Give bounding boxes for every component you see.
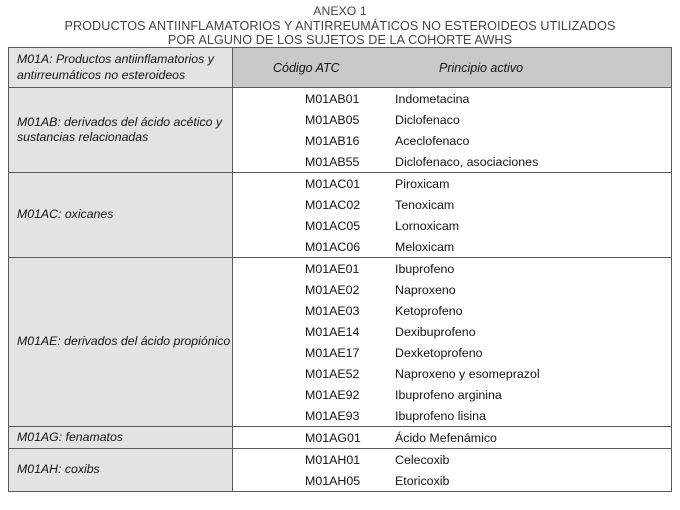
cell-atc-code: M01AB01 xyxy=(305,91,360,106)
cell-atc-code: M01AB16 xyxy=(305,133,360,148)
group-category-label: M01AG: fenamatos xyxy=(9,427,233,449)
table-row: M01AH05 Etoricoxib xyxy=(233,470,671,491)
cell-atc-code: M01AC02 xyxy=(305,197,361,212)
table-group: M01AH: coxibs M01AH01 Celecoxib M01AH05 Etor… xyxy=(9,448,671,492)
table-row: M01AE17 Dexketoprofeno xyxy=(233,342,671,363)
group-rows: M01AE01 Ibuprofeno M01AE02 Naproxeno M01AE03… xyxy=(233,258,671,427)
cell-atc-code: M01AH01 xyxy=(305,452,361,467)
table-row: M01AE52 Naproxeno y esomeprazol xyxy=(233,363,671,384)
cell-active-substance: Ketoprofeno xyxy=(395,303,463,318)
cell-atc-code: M01AH05 xyxy=(305,473,361,488)
cell-active-substance: Meloxicam xyxy=(395,239,455,254)
group-rows: M01AB01 Indometacina M01AB05 Diclofenaco M01… xyxy=(233,88,671,173)
cell-active-substance: Piroxicam xyxy=(395,176,450,191)
cell-atc-code: M01AB55 xyxy=(305,154,360,169)
cell-atc-code: M01AG01 xyxy=(305,430,361,445)
cell-active-substance: Etoricoxib xyxy=(395,473,450,488)
cell-atc-code: M01AC01 xyxy=(305,176,361,191)
table-body: M01AB: derivados del ácido acético y sus… xyxy=(9,88,671,492)
table-row: M01AC05 Lornoxicam xyxy=(233,215,671,236)
cell-active-substance: Naproxeno y esomeprazol xyxy=(395,366,540,381)
group-category-label: M01AE: derivados del ácido propiónico xyxy=(9,258,233,427)
table-row: M01AE01 Ibuprofeno xyxy=(233,258,671,279)
table-group: M01AG: fenamatos M01AG01 Ácido Mefenámico xyxy=(9,426,671,449)
cell-active-substance: Naproxeno xyxy=(395,282,456,297)
table-row: M01AB05 Diclofenaco xyxy=(233,109,671,130)
cell-active-substance: Ácido Mefenámico xyxy=(395,430,497,445)
group-rows: M01AC01 Piroxicam M01AC02 Tenoxicam M01AC05 L… xyxy=(233,173,671,258)
cell-active-substance: Ibuprofeno lisina xyxy=(395,408,486,423)
group-category-label: M01AB: derivados del ácido acético y sus… xyxy=(9,88,233,173)
title-line-annex: ANEXO 1 xyxy=(313,4,367,18)
page-title: ANEXO 1 PRODUCTOS ANTIINFLAMATORIOS Y AN… xyxy=(0,0,680,48)
cell-atc-code: M01AE01 xyxy=(305,261,360,276)
cell-active-substance: Dexketoprofeno xyxy=(395,345,483,360)
cell-atc-code: M01AC05 xyxy=(305,218,361,233)
cell-active-substance: Lornoxicam xyxy=(395,218,460,233)
group-rows: M01AG01 Ácido Mefenámico xyxy=(233,427,671,449)
cell-active-substance: Ibuprofeno xyxy=(395,261,455,276)
table-row: M01AC01 Piroxicam xyxy=(233,173,671,194)
cell-active-substance: Tenoxicam xyxy=(395,197,455,212)
cell-atc-code: M01AE02 xyxy=(305,282,360,297)
cell-atc-code: M01AE17 xyxy=(305,345,360,360)
table-group: M01AE: derivados del ácido propiónico M01… xyxy=(9,257,671,427)
table-row: M01AG01 Ácido Mefenámico xyxy=(233,427,671,448)
cell-active-substance: Dexibuprofeno xyxy=(395,324,476,339)
table-header-category: M01A: Productos antiinflamatorios y anti… xyxy=(9,48,233,88)
table-row: M01AH01 Celecoxib xyxy=(233,449,671,470)
cell-active-substance: Diclofenaco xyxy=(395,112,460,127)
cell-active-substance: Aceclofenaco xyxy=(395,133,470,148)
table-row: M01AE93 Ibuprofeno lisina xyxy=(233,405,671,426)
table-row: M01AB01 Indometacina xyxy=(233,88,671,109)
group-category-label: M01AC: oxicanes xyxy=(9,173,233,258)
cell-active-substance: Indometacina xyxy=(395,91,470,106)
table-header-right: Código ATC Principio activo xyxy=(233,48,671,88)
cell-atc-code: M01AE52 xyxy=(305,366,360,381)
table-row: M01AC06 Meloxicam xyxy=(233,236,671,257)
cell-atc-code: M01AE14 xyxy=(305,324,360,339)
cell-active-substance: Diclofenaco, asociaciones xyxy=(395,154,539,169)
cell-atc-code: M01AC06 xyxy=(305,239,361,254)
table-row: M01AE03 Ketoprofeno xyxy=(233,300,671,321)
column-header-atc-code: Código ATC xyxy=(273,60,340,75)
cell-atc-code: M01AE03 xyxy=(305,303,360,318)
title-line-main: PRODUCTOS ANTIINFLAMATORIOS Y ANTIRREUMÁ… xyxy=(64,18,616,33)
cell-active-substance: Celecoxib xyxy=(395,452,450,467)
table-row: M01AE14 Dexibuprofeno xyxy=(233,321,671,342)
group-rows: M01AH01 Celecoxib M01AH05 Etoricoxib xyxy=(233,449,671,492)
table-row: M01AB16 Aceclofenaco xyxy=(233,130,671,151)
table-group: M01AB: derivados del ácido acético y sus… xyxy=(9,88,671,173)
table-header-row: M01A: Productos antiinflamatorios y anti… xyxy=(9,48,671,89)
table-row: M01AE92 Ibuprofeno arginina xyxy=(233,384,671,405)
cell-atc-code: M01AB05 xyxy=(305,112,360,127)
table-row: M01AC02 Tenoxicam xyxy=(233,194,671,215)
cell-atc-code: M01AE93 xyxy=(305,408,360,423)
table-row: M01AE02 Naproxeno xyxy=(233,279,671,300)
title-line-sub: POR ALGUNO DE LOS SUJETOS DE LA COHORTE … xyxy=(167,33,513,48)
table-group: M01AC: oxicanes M01AC01 Piroxicam M01AC02 Te… xyxy=(9,172,671,258)
table-row: M01AB55 Diclofenaco, asociaciones xyxy=(233,151,671,172)
group-category-label: M01AH: coxibs xyxy=(9,449,233,492)
atc-products-table: M01A: Productos antiinflamatorios y anti… xyxy=(8,47,672,493)
cell-atc-code: M01AE92 xyxy=(305,387,360,402)
cell-active-substance: Ibuprofeno arginina xyxy=(395,387,502,402)
column-header-active-substance: Principio activo xyxy=(439,60,524,75)
